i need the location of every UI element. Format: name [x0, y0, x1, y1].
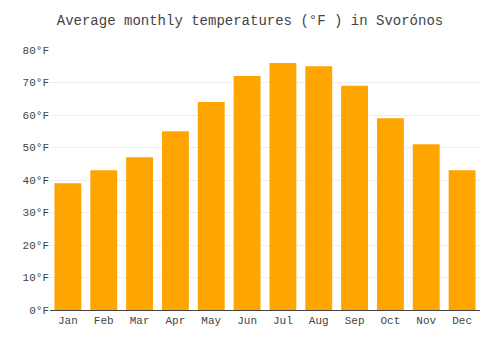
svg-text:50°F: 50°F [23, 142, 49, 154]
svg-text:10°F: 10°F [23, 272, 49, 284]
svg-text:Average monthly temperatures (: Average monthly temperatures (°F ) in Sv… [57, 13, 443, 29]
svg-text:60°F: 60°F [23, 110, 49, 122]
svg-text:Apr: Apr [166, 315, 186, 327]
svg-text:May: May [201, 315, 221, 327]
svg-text:70°F: 70°F [23, 77, 49, 89]
svg-text:Nov: Nov [416, 315, 436, 327]
svg-text:30°F: 30°F [23, 207, 49, 219]
svg-text:Mar: Mar [130, 315, 150, 327]
svg-text:Feb: Feb [94, 315, 114, 327]
svg-text:Aug: Aug [309, 315, 329, 327]
svg-text:Jul: Jul [273, 315, 293, 327]
svg-text:80°F: 80°F [23, 45, 49, 57]
svg-text:40°F: 40°F [23, 175, 49, 187]
svg-text:0°F: 0°F [29, 305, 49, 317]
svg-text:Dec: Dec [452, 315, 472, 327]
svg-text:Jun: Jun [237, 315, 257, 327]
svg-text:20°F: 20°F [23, 240, 49, 252]
svg-text:Sep: Sep [345, 315, 365, 327]
svg-text:Jan: Jan [58, 315, 78, 327]
svg-text:Oct: Oct [381, 315, 401, 327]
